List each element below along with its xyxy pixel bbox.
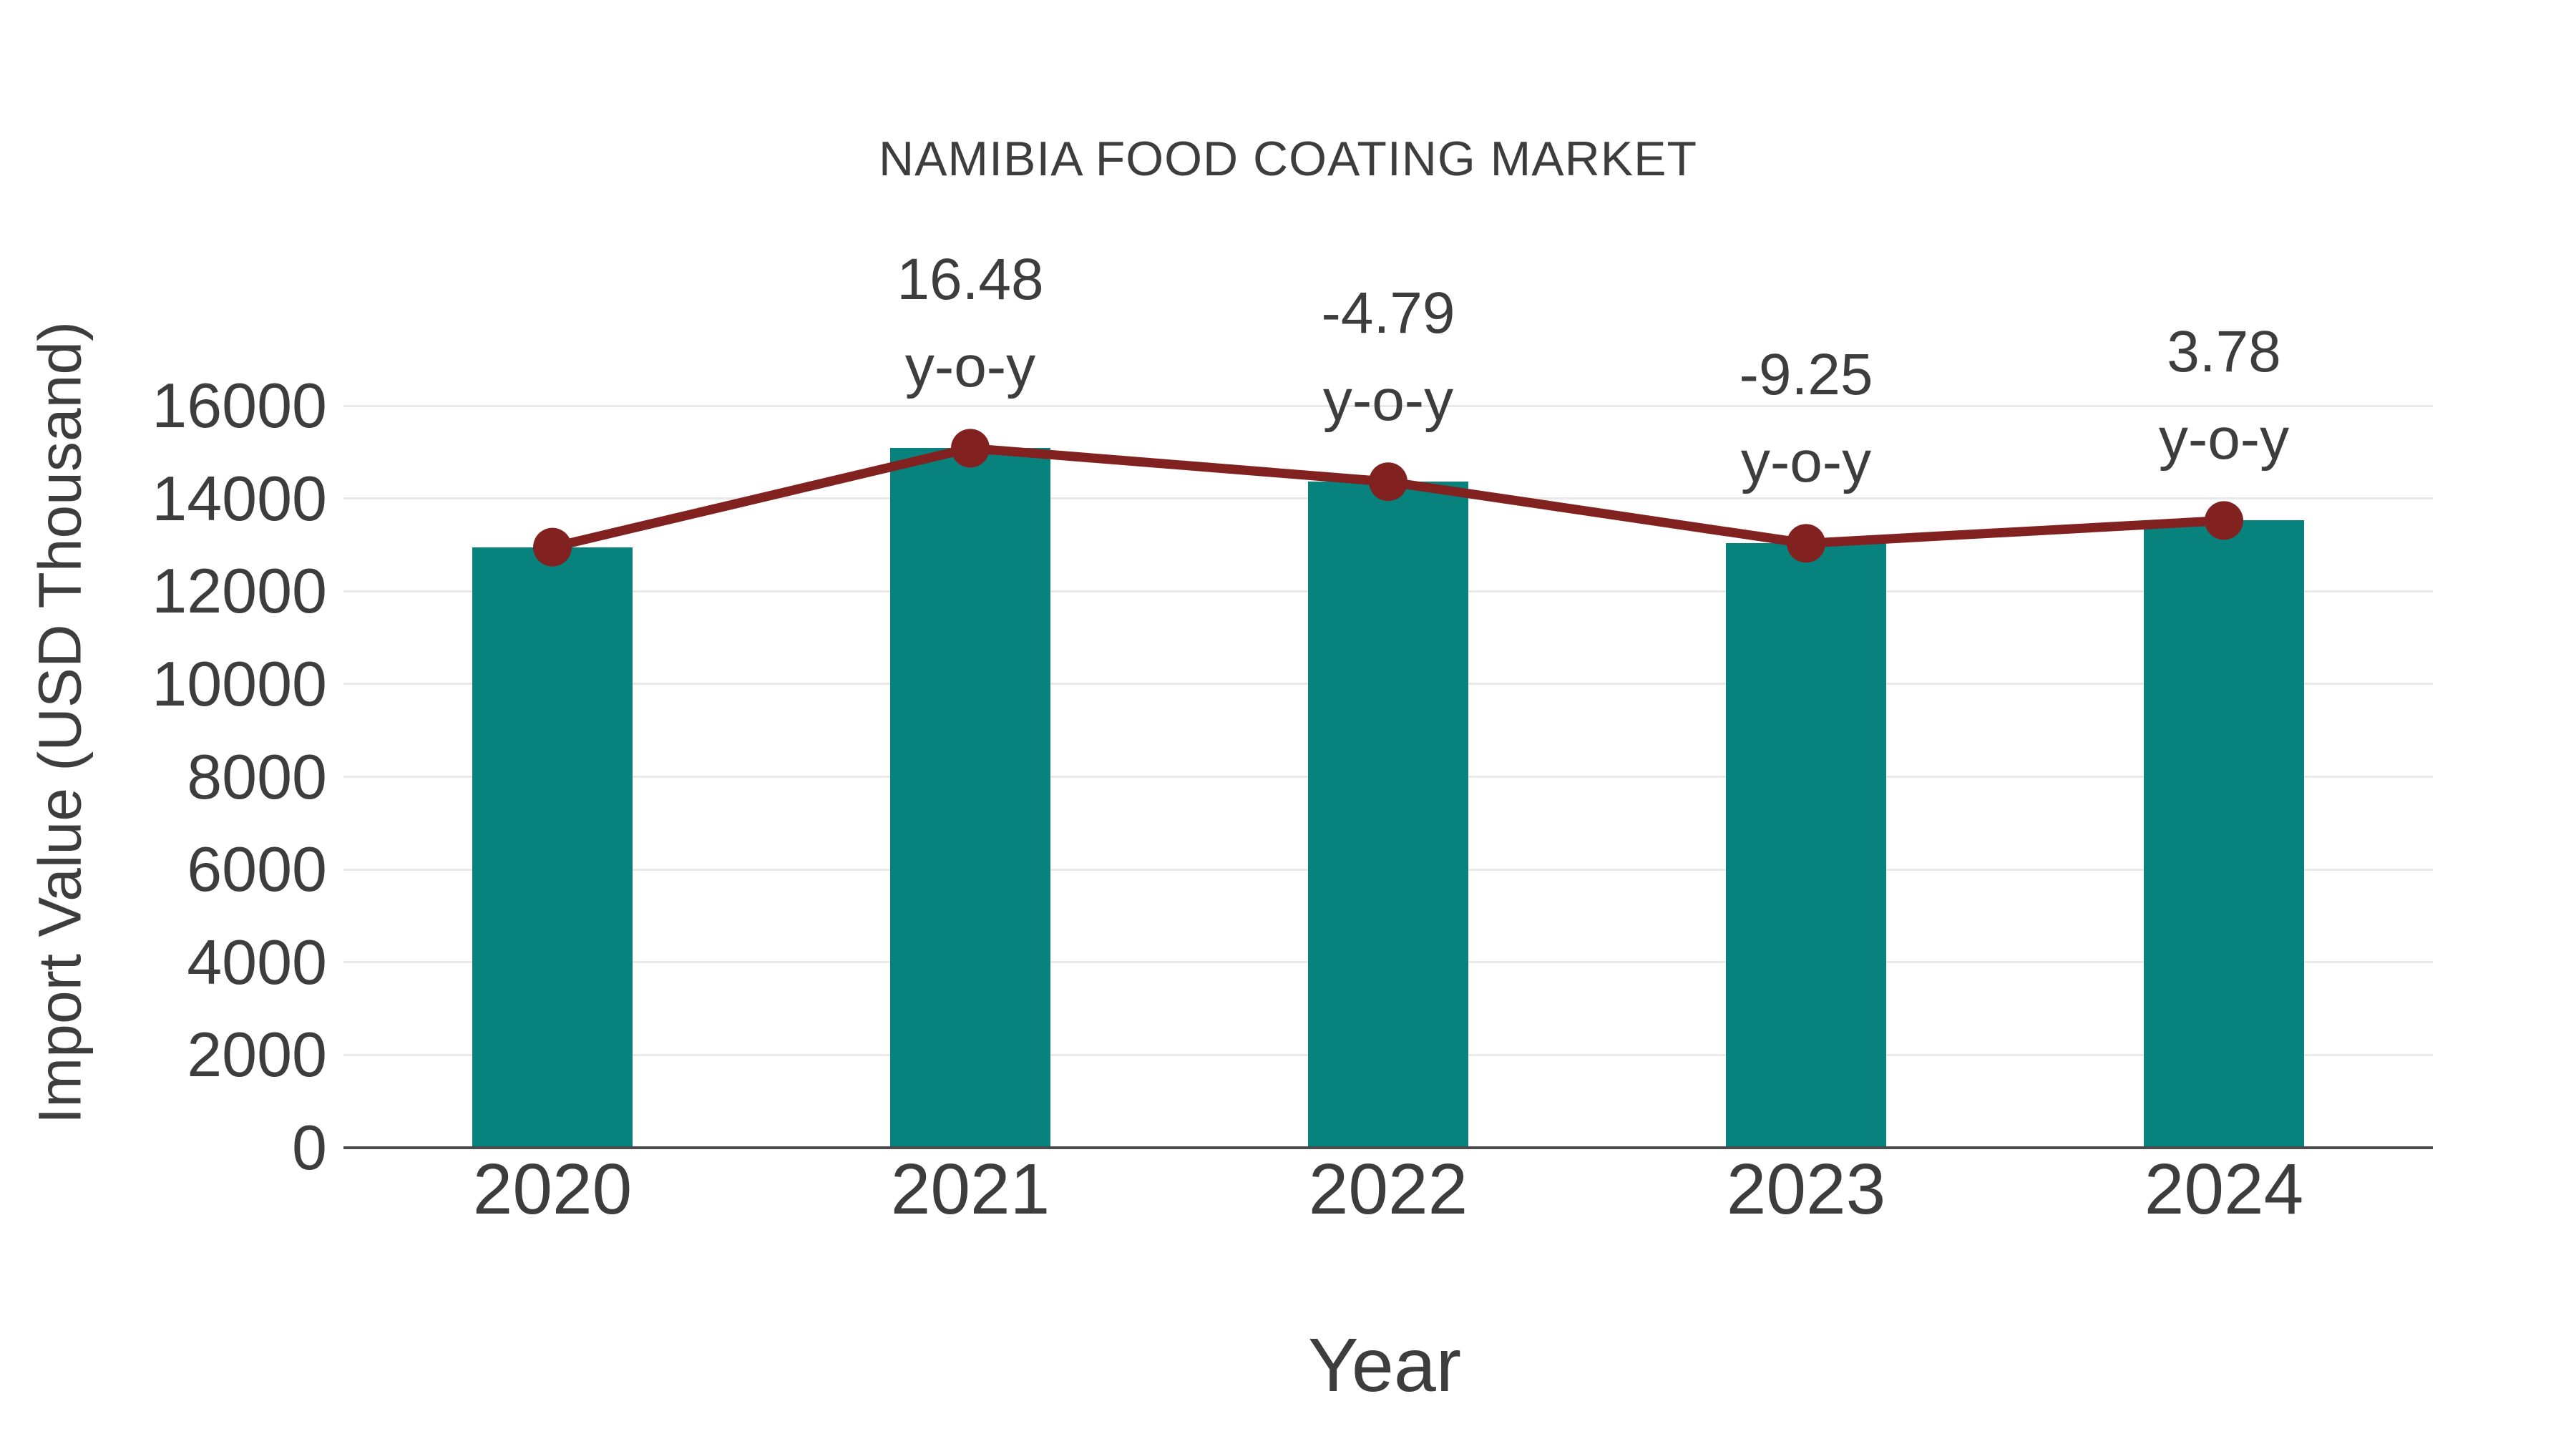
- yoy-annotation-2021: 16.48 y-o-y: [897, 236, 1043, 411]
- yoy-annotation-value: 3.78: [2167, 319, 2281, 385]
- bar-2022: [1308, 482, 1468, 1148]
- yoy-annotation-suffix: y-o-y: [2158, 406, 2290, 472]
- yoy-annotation-2024: 3.78 y-o-y: [2159, 308, 2289, 483]
- x-tick-label-2024: 2024: [2144, 1149, 2304, 1229]
- x-tick-label-2022: 2022: [1308, 1149, 1468, 1229]
- x-tick-label-2021: 2021: [890, 1149, 1050, 1229]
- y-tick-label-4000: 4000: [187, 926, 327, 997]
- yoy-annotation-suffix: y-o-y: [1740, 429, 1872, 495]
- x-axis-label: Year: [1307, 1323, 1462, 1407]
- bar-2021: [890, 448, 1050, 1148]
- bar-2023: [1726, 543, 1886, 1148]
- y-axis-label: Import Value (USD Thousand): [26, 321, 94, 1125]
- y-tick-label-14000: 14000: [152, 462, 327, 534]
- bar-2020: [472, 547, 633, 1148]
- yoy-annotation-2023: -9.25 y-o-y: [1740, 331, 1873, 506]
- yoy-annotation-suffix: y-o-y: [1322, 368, 1454, 434]
- x-tick-label-2020: 2020: [472, 1149, 633, 1229]
- yoy-annotation-value: 16.48: [897, 247, 1044, 313]
- yoy-annotation-value: -4.79: [1321, 280, 1455, 346]
- y-tick-label-16000: 16000: [152, 370, 327, 441]
- x-axis-line: [343, 1146, 2433, 1149]
- y-tick-label-0: 0: [292, 1112, 327, 1183]
- y-tick-label-2000: 2000: [187, 1019, 327, 1091]
- y-tick-label-6000: 6000: [187, 834, 327, 905]
- y-tick-label-10000: 10000: [152, 648, 327, 719]
- yoy-annotation-value: -9.25: [1739, 342, 1873, 408]
- y-tick-label-8000: 8000: [187, 741, 327, 812]
- yoy-annotation-2022: -4.79 y-o-y: [1322, 270, 1455, 444]
- chart-title: NAMIBIA FOOD COATING MARKET: [878, 132, 1698, 186]
- gridline-16000: [343, 404, 2433, 407]
- bar-2024: [2144, 520, 2304, 1148]
- x-tick-label-2023: 2023: [1726, 1149, 1886, 1229]
- y-tick-label-12000: 12000: [152, 555, 327, 627]
- yoy-annotation-suffix: y-o-y: [904, 334, 1036, 400]
